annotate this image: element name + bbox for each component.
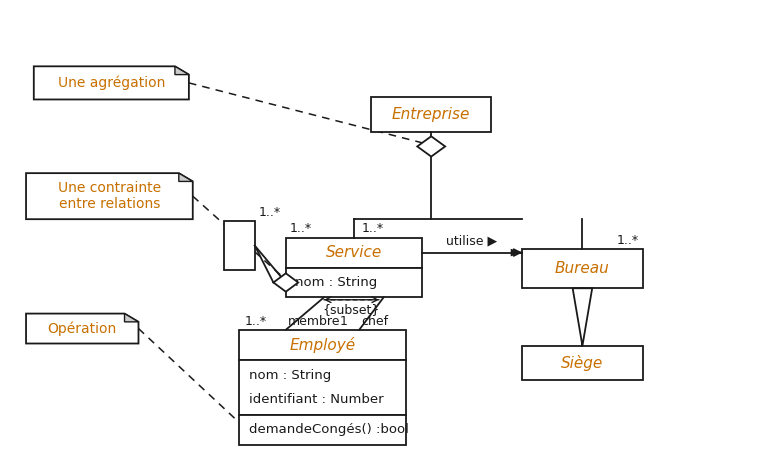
Text: Une agrégation: Une agrégation (58, 75, 165, 90)
Polygon shape (26, 314, 138, 343)
Text: nom : String: nom : String (248, 369, 331, 382)
Text: Entreprise: Entreprise (392, 107, 470, 122)
Bar (522, 249, 643, 288)
Bar (286, 238, 422, 267)
Text: 1..*: 1..* (290, 222, 312, 235)
Text: 1..*: 1..* (616, 234, 639, 247)
Polygon shape (175, 66, 189, 75)
Text: utilise ▶: utilise ▶ (447, 234, 497, 247)
Bar (239, 360, 406, 415)
Text: nom : String: nom : String (295, 276, 377, 289)
Text: chef: chef (361, 315, 388, 329)
Text: membre: membre (287, 315, 340, 329)
Text: {subset}: {subset} (323, 303, 380, 316)
Text: Service: Service (326, 245, 382, 260)
Polygon shape (179, 173, 193, 181)
Text: 1..*: 1..* (362, 222, 383, 235)
Text: demandeCongés() :bool: demandeCongés() :bool (248, 423, 408, 436)
Polygon shape (26, 173, 193, 219)
Polygon shape (273, 273, 298, 292)
Bar (239, 415, 406, 445)
Polygon shape (417, 137, 445, 157)
Text: Bureau: Bureau (555, 261, 610, 276)
Text: identifiant : Number: identifiant : Number (248, 393, 383, 406)
Bar (286, 267, 422, 297)
Text: Employé: Employé (290, 336, 355, 353)
Bar (371, 97, 491, 132)
Polygon shape (572, 288, 592, 346)
Text: Opération: Opération (48, 321, 117, 336)
Polygon shape (511, 249, 522, 256)
Text: Une contrainte
entre relations: Une contrainte entre relations (58, 181, 161, 211)
Polygon shape (124, 314, 138, 322)
Bar (239, 329, 406, 360)
Text: Siège: Siège (562, 355, 604, 371)
Text: 1..*: 1..* (244, 315, 266, 329)
Bar (522, 346, 643, 380)
Text: 1..*: 1..* (259, 206, 281, 219)
Polygon shape (34, 66, 189, 99)
Text: 1: 1 (340, 315, 348, 329)
Bar (224, 221, 255, 270)
